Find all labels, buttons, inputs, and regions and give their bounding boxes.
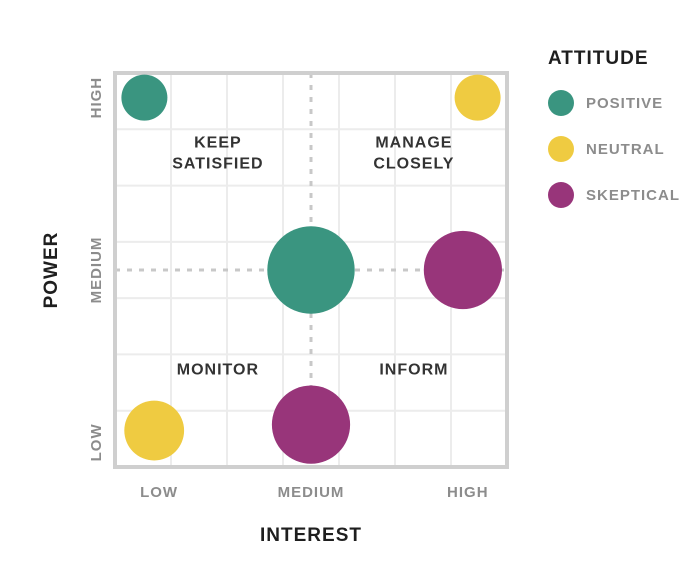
legend-item-positive: POSITIVE [548, 80, 698, 126]
legend-label-neutral: NEUTRAL [586, 140, 665, 158]
point-positive [121, 74, 168, 121]
quadrant-label: KEEP SATISFIED [172, 134, 263, 172]
data-points [121, 74, 502, 464]
legend-swatch-positive [548, 90, 574, 116]
legend-item-skeptical: SKEPTICAL [548, 172, 698, 218]
y-tick-label: MEDIUM [88, 237, 105, 304]
tick-labels: LOW MEDIUM HIGH LOW MEDIUM HIGH [88, 77, 489, 501]
plot-frame [113, 71, 509, 469]
legend-item-neutral: NEUTRAL [548, 126, 698, 172]
x-axis-title: INTEREST [260, 525, 362, 546]
quadrant-label: INFORM [379, 362, 448, 379]
legend: ATTITUDE POSITIVE NEUTRAL SKEPTICAL [548, 48, 698, 218]
quadrant-label: MONITOR [177, 362, 259, 379]
legend-label-positive: POSITIVE [586, 94, 664, 112]
x-tick-label: HIGH [447, 484, 489, 501]
legend-swatch-neutral [548, 136, 574, 162]
quadrant-labels: KEEP SATISFIED MANAGE CLOSELY MONITOR INFORM [172, 134, 454, 379]
point-positive [267, 226, 355, 314]
point-neutral [124, 400, 185, 461]
point-neutral [454, 74, 501, 121]
x-tick-label: LOW [140, 484, 178, 501]
y-tick-label: HIGH [88, 77, 105, 119]
legend-swatch-skeptical [548, 182, 574, 208]
x-tick-label: MEDIUM [278, 484, 345, 501]
y-axis-title: POWER [41, 232, 62, 309]
point-skeptical [271, 385, 351, 464]
y-tick-label: LOW [88, 423, 105, 461]
quadrant-label: MANAGE CLOSELY [373, 134, 454, 172]
legend-title: ATTITUDE [548, 48, 649, 69]
point-skeptical [423, 230, 502, 310]
legend-label-skeptical: SKEPTICAL [586, 186, 681, 204]
